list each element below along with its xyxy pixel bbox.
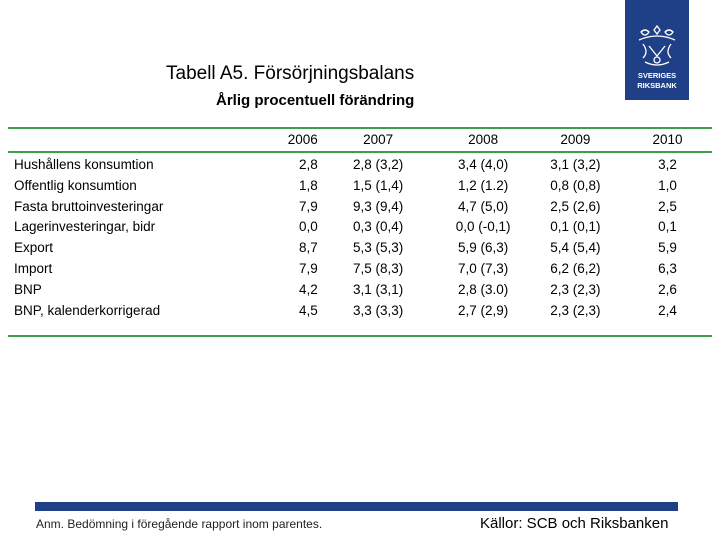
table-cell: 2,6	[658, 281, 677, 297]
column-header-2010: 2010	[652, 132, 683, 147]
supply-balance-table: 2006 2007 2008 2009 2010 Hushållens kons…	[8, 127, 712, 338]
table-cell: 1,5 (1,4)	[352, 177, 404, 193]
table-cell: 3,2	[658, 157, 677, 172]
table-cell: 4,7 (5,0)	[458, 198, 509, 214]
row-label: BNP	[14, 281, 42, 297]
table-cell: 6,2 (6,2)	[550, 260, 601, 276]
table-cell: 0,0	[298, 219, 318, 235]
table-cell: 0,0 (-0,1)	[455, 219, 511, 235]
table-cell: 2,7 (2,9)	[458, 302, 509, 318]
column-header-2008: 2008	[468, 132, 499, 147]
riksbank-logo-panel: SVERIGES RIKSBANK	[625, 0, 689, 100]
riksbank-crest-icon: SVERIGES RIKSBANK	[637, 24, 677, 90]
table-cell: 2,3 (2,3)	[550, 302, 601, 318]
page-title: Tabell A5. Försörjningsbalans	[166, 63, 415, 84]
table-bottom-rule	[8, 335, 712, 338]
row-label: Export	[14, 240, 54, 256]
page-subtitle: Årlig procentuell förändring	[216, 92, 415, 109]
table-cell: 7,0 (7,3)	[458, 260, 509, 276]
table-cell: 3,1 (3,1)	[352, 281, 404, 297]
table-cell: 5,9 (6,3)	[458, 240, 509, 256]
table-cell: 2,8 (3.0)	[458, 281, 509, 297]
table-cell: 2,8 (3,2)	[352, 157, 404, 172]
table-cell: 3,3 (3,3)	[352, 302, 404, 318]
table-row: Offentlig konsumtion 1,8 1,5 (1,4) 1,2 (1.2…	[8, 176, 712, 197]
row-label: BNP, kalenderkorrigerad	[14, 302, 161, 318]
svg-text:SVERIGES: SVERIGES	[638, 71, 676, 80]
table-cell: 2,8	[298, 157, 318, 172]
table-cell: 4,2	[298, 281, 318, 297]
table-cell: 3,1 (3,2)	[550, 157, 601, 172]
table-cell: 9,3 (9,4)	[352, 198, 404, 214]
table-row: Export 8,7 5,3 (5,3) 5,9 (6,3) 5,4 (5,4) 5,9	[8, 238, 712, 259]
row-label: Hushållens konsumtion	[14, 157, 154, 172]
row-label: Offentlig konsumtion	[14, 177, 137, 193]
table-cell: 5,9	[658, 240, 677, 256]
svg-text:RIKSBANK: RIKSBANK	[637, 81, 677, 90]
table-cell: 0,3 (0,4)	[352, 219, 404, 235]
footer-bar	[35, 502, 678, 511]
row-label: Import	[14, 260, 53, 276]
column-header-2006: 2006	[287, 132, 318, 147]
table-cell: 5,4 (5,4)	[550, 240, 601, 256]
table-cell: 2,5	[658, 198, 677, 214]
table-top-rule	[8, 127, 712, 129]
table-cell: 0,1 (0,1)	[550, 219, 601, 235]
column-header-2009: 2009	[560, 132, 591, 147]
table-cell: 1,0	[658, 177, 677, 193]
table-header-row: 2006 2007 2008 2009 2010	[8, 129, 712, 152]
footnote: Anm. Bedömning i föregående rapport inom…	[36, 517, 323, 531]
source-text: Källor: SCB och Riksbanken	[480, 515, 669, 532]
table-row: Hushållens konsumtion 2,8 2,8 (3,2) 3,4 (4,…	[8, 152, 712, 176]
table-cell: 7,5 (8,3)	[352, 260, 404, 276]
table-cell: 7,9	[298, 260, 318, 276]
table-cell: 1,8	[298, 177, 318, 193]
table-cell: 4,5	[298, 302, 318, 318]
table-cell: 2,3 (2,3)	[550, 281, 601, 297]
column-header-label	[8, 129, 248, 152]
row-label: Lagerinvesteringar, bidr	[14, 219, 156, 235]
table-cell: 2,4	[658, 302, 677, 318]
table-cell: 0,8 (0,8)	[550, 177, 601, 193]
table-cell: 6,3	[658, 260, 677, 276]
table-cell: 7,9	[298, 198, 318, 214]
table-cell: 1,2 (1.2)	[458, 177, 509, 193]
table-row: BNP 4,2 3,1 (3,1) 2,8 (3.0) 2,3 (2,3) 2,6	[8, 280, 712, 301]
table-cell: 2,5 (2,6)	[550, 198, 601, 214]
column-header-2007: 2007	[363, 132, 394, 147]
table-row: Import 7,9 7,5 (8,3) 7,0 (7,3) 6,2 (6,2) 6,3	[8, 259, 712, 280]
table-row: BNP, kalenderkorrigerad 4,5 3,3 (3,3) 2,7 (…	[8, 301, 712, 322]
table-cell: 0,1	[658, 219, 677, 235]
table-cell: 3,4 (4,0)	[458, 157, 509, 172]
row-label: Fasta bruttoinvesteringar	[14, 198, 164, 214]
table-row: Lagerinvesteringar, bidr 0,0 0,3 (0,4) 0,0 …	[8, 217, 712, 238]
table-row: Fasta bruttoinvesteringar 7,9 9,3 (9,4) 4,7…	[8, 197, 712, 218]
table-cell: 8,7	[298, 240, 318, 256]
table-cell: 5,3 (5,3)	[352, 240, 404, 256]
